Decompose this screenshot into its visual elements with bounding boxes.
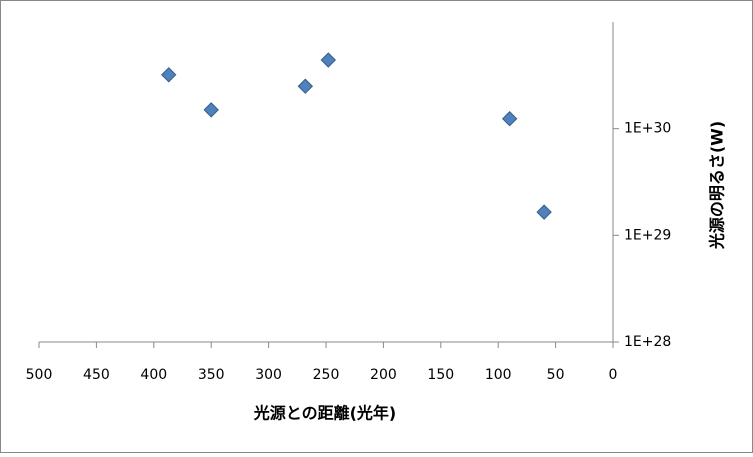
x-tick-label: 250	[313, 367, 340, 383]
x-axis-title: 光源との距離(光年)	[253, 404, 396, 423]
y-tick-label: 1E+28	[624, 334, 671, 350]
data-point	[203, 102, 219, 118]
data-point	[501, 110, 518, 127]
x-tick-label: 0	[609, 367, 618, 383]
data-point	[320, 52, 337, 68]
data-point	[536, 204, 552, 220]
x-tick-label: 150	[427, 367, 454, 383]
x-tick-label: 500	[26, 367, 53, 383]
x-tick-label: 300	[255, 367, 282, 383]
x-tick-label: 100	[485, 367, 512, 383]
x-tick-label: 50	[547, 367, 565, 383]
y-tick-label: 1E+30	[624, 121, 671, 137]
y-tick-label: 1E+29	[624, 227, 671, 243]
x-tick-label: 200	[370, 367, 397, 383]
data-point	[161, 67, 177, 83]
x-tick-label: 350	[198, 367, 225, 383]
data-point	[297, 78, 314, 94]
x-tick-label: 400	[140, 367, 167, 383]
y-axis-title: 光源の明るさ(W)	[708, 121, 727, 250]
x-tick-label: 450	[83, 367, 110, 383]
